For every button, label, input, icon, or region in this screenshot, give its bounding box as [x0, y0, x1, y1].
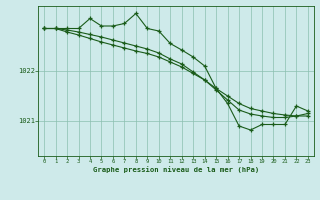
- X-axis label: Graphe pression niveau de la mer (hPa): Graphe pression niveau de la mer (hPa): [93, 166, 259, 173]
